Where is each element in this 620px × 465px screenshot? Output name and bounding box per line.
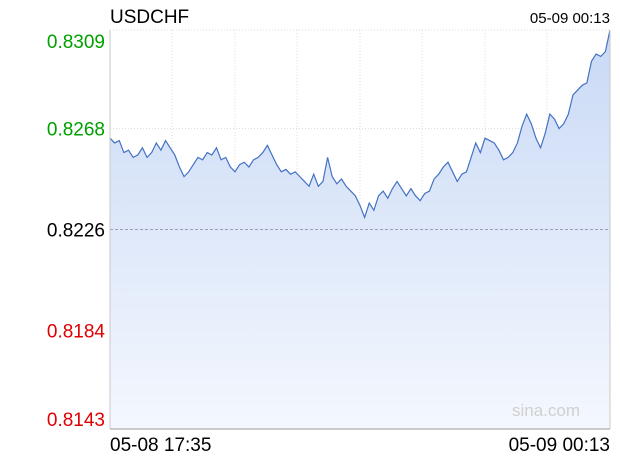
y-tick-label: 0.8268 <box>47 120 105 141</box>
y-tick-label: 0.8184 <box>47 321 106 342</box>
x-tick-label: 05-09 00:13 <box>509 435 610 456</box>
y-tick-label: 0.8226 <box>47 221 105 242</box>
chart-title: USDCHF <box>110 7 189 28</box>
y-axis-labels: 0.8309 0.8268 0.8226 0.8184 0.8143 <box>47 32 106 431</box>
x-axis-labels: 05-08 17:35 05-09 00:13 <box>110 435 610 456</box>
price-line <box>109 29 611 220</box>
y-tick-label: 0.8143 <box>47 410 105 431</box>
y-tick-label: 0.8309 <box>47 32 105 53</box>
latest-timestamp: 05-09 00:13 <box>530 10 610 27</box>
x-tick-label: 05-08 17:35 <box>110 435 211 456</box>
sina-watermark: sina.com <box>512 401 580 420</box>
